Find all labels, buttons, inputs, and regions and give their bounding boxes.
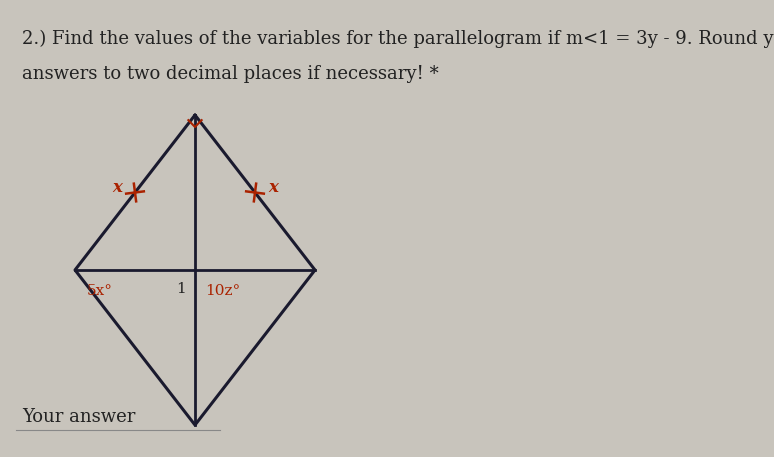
Text: x: x [112, 179, 122, 196]
Text: answers to two decimal places if necessary! *: answers to two decimal places if necessa… [22, 65, 439, 83]
Text: 5x°: 5x° [87, 284, 113, 298]
Text: 1: 1 [176, 282, 186, 296]
Text: Your answer: Your answer [22, 408, 135, 426]
Text: x: x [268, 179, 278, 196]
Text: 2.) Find the values of the variables for the parallelogram if m<1 = 3y - 9. Roun: 2.) Find the values of the variables for… [22, 30, 774, 48]
Text: 10z°: 10z° [205, 284, 240, 298]
